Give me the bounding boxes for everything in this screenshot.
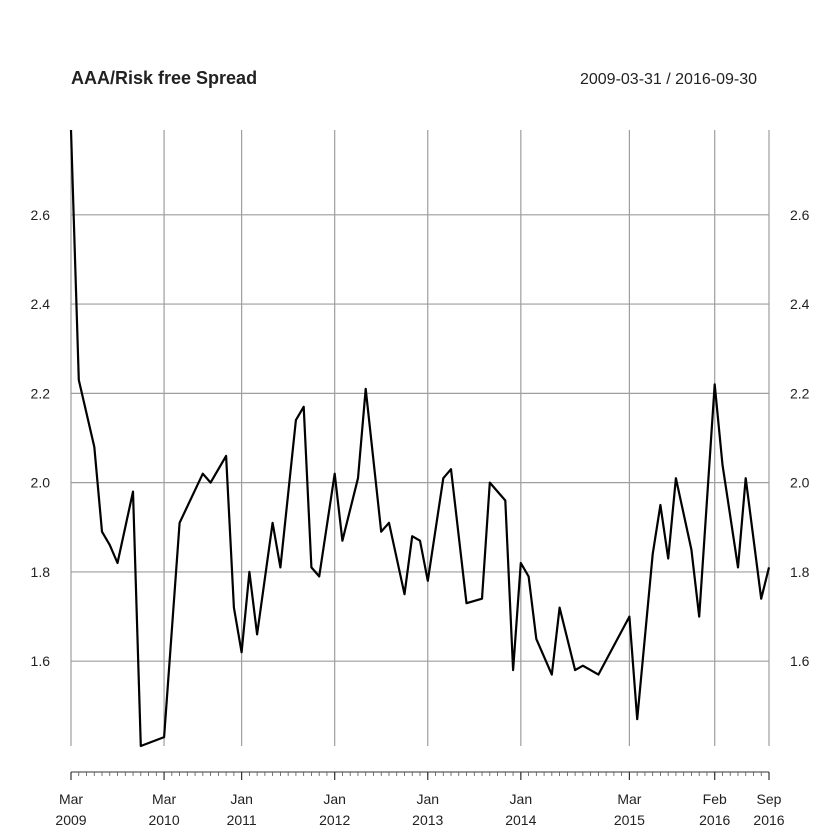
y-tick-label-left: 1.8 (31, 564, 51, 580)
y-axis-right: 1.6 1.8 2.0 2.2 2.4 2.6 (790, 207, 810, 669)
y-tick-label-left: 2.6 (31, 207, 51, 223)
y-tick-label-right: 2.4 (790, 296, 810, 312)
y-tick-label-left: 2.4 (31, 296, 51, 312)
y-tick-label-left: 2.2 (31, 385, 51, 401)
date-range-label: 2009-03-31 / 2016-09-30 (580, 71, 757, 88)
x-tick-year: 2010 (148, 812, 179, 828)
x-tick-month: Mar (617, 791, 641, 807)
spread-series-line (69, 129, 771, 748)
chart-title: AAA/Risk free Spread (71, 68, 257, 88)
x-tick-month: Jan (510, 791, 533, 807)
series-layer (69, 129, 771, 748)
x-tick-month: Mar (59, 791, 83, 807)
x-tick-month: Jan (230, 791, 253, 807)
y-axis-left: 1.6 1.8 2.0 2.2 2.4 2.6 (31, 207, 51, 669)
x-tick-year: 2016 (753, 812, 784, 828)
x-tick-year: 2011 (227, 812, 257, 828)
y-tick-label-right: 2.0 (790, 475, 810, 491)
y-tick-label-right: 2.2 (790, 385, 810, 401)
y-tick-label-left: 2.0 (31, 475, 51, 491)
y-tick-label-right: 2.6 (790, 207, 810, 223)
x-tick-month: Jan (416, 791, 439, 807)
x-axis: Mar 2009 Mar 2010 Jan 2011 Jan 2012 Jan 2013 Jan 20… (55, 771, 785, 828)
x-tick-year: 2012 (319, 812, 350, 828)
y-tick-label-right: 1.8 (790, 564, 810, 580)
x-tick-month: Sep (757, 791, 782, 807)
grid-lines (70, 130, 770, 746)
x-tick-month: Mar (152, 791, 176, 807)
x-tick-year: 2016 (699, 812, 730, 828)
x-tick-year: 2013 (412, 812, 443, 828)
x-tick-year: 2009 (55, 812, 86, 828)
y-tick-label-left: 1.6 (31, 653, 51, 669)
y-tick-label-right: 1.6 (790, 653, 810, 669)
x-tick-month: Feb (703, 791, 727, 807)
x-tick-year: 2015 (614, 812, 645, 828)
x-tick-month: Jan (323, 791, 346, 807)
x-tick-year: 2014 (505, 812, 536, 828)
